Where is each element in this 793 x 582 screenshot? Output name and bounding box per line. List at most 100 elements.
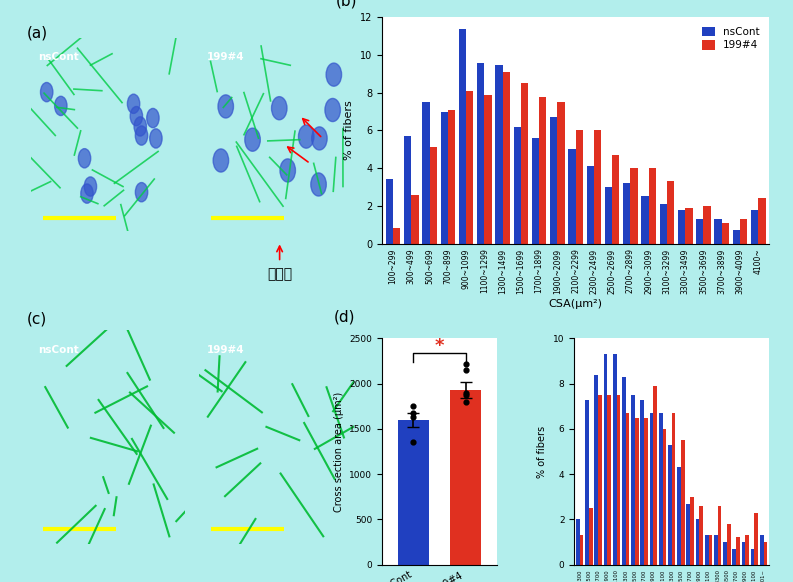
Bar — [751, 210, 758, 243]
Bar — [423, 102, 430, 243]
Bar — [641, 399, 644, 565]
Bar — [718, 506, 722, 565]
Bar — [514, 127, 521, 243]
Bar — [722, 223, 729, 243]
Bar — [450, 390, 481, 565]
Bar — [741, 542, 745, 565]
Point — [407, 438, 419, 447]
Text: *: * — [435, 337, 444, 355]
Point — [459, 391, 472, 400]
Bar — [699, 506, 703, 565]
Bar — [532, 138, 539, 243]
Bar — [607, 395, 611, 565]
Bar — [649, 413, 653, 565]
Bar — [708, 535, 712, 565]
Text: (c): (c) — [27, 312, 48, 327]
Text: (d): (d) — [334, 310, 355, 325]
Bar — [659, 413, 662, 565]
Bar — [503, 72, 510, 243]
Bar — [557, 102, 565, 243]
Bar — [595, 375, 598, 565]
Legend: nsCont, 199#4: nsCont, 199#4 — [698, 23, 764, 55]
Bar — [576, 519, 580, 565]
Bar — [521, 83, 528, 243]
Bar — [393, 229, 400, 243]
Bar — [754, 513, 758, 565]
Bar — [705, 535, 708, 565]
Bar — [613, 354, 616, 565]
Point — [459, 397, 472, 406]
Bar — [667, 182, 674, 243]
Bar — [672, 413, 676, 565]
Bar — [678, 210, 685, 243]
Bar — [635, 418, 638, 565]
Bar — [623, 183, 630, 243]
Bar — [594, 130, 601, 243]
Bar — [764, 542, 768, 565]
Bar — [660, 204, 667, 243]
Bar — [404, 136, 412, 243]
Text: 中心核: 中心核 — [267, 268, 292, 282]
Bar — [736, 537, 740, 565]
Bar — [585, 399, 589, 565]
Bar — [605, 187, 612, 243]
Bar — [723, 542, 727, 565]
Text: (a): (a) — [27, 25, 48, 40]
Bar — [612, 155, 619, 243]
Bar — [412, 194, 419, 243]
Bar — [580, 535, 584, 565]
Point — [459, 388, 472, 398]
Bar — [587, 166, 594, 243]
Point — [407, 408, 419, 417]
Bar — [496, 65, 503, 243]
Bar — [576, 130, 583, 243]
Bar — [760, 535, 764, 565]
Bar — [642, 197, 649, 243]
Bar — [430, 147, 437, 243]
Bar — [727, 524, 730, 565]
Bar — [690, 496, 694, 565]
Bar — [485, 95, 492, 243]
Bar — [589, 508, 592, 565]
X-axis label: CSA(μm²): CSA(μm²) — [549, 299, 603, 309]
Y-axis label: % of fibers: % of fibers — [538, 425, 547, 478]
Bar — [751, 549, 754, 565]
Bar — [398, 420, 429, 565]
Text: (b): (b) — [335, 0, 357, 8]
Bar — [714, 535, 718, 565]
Bar — [668, 445, 672, 565]
Bar — [653, 386, 657, 565]
Bar — [677, 467, 681, 565]
Point — [407, 413, 419, 422]
Bar — [649, 168, 656, 243]
Bar — [441, 112, 448, 243]
Bar — [745, 535, 749, 565]
Bar — [687, 503, 690, 565]
Bar — [622, 377, 626, 565]
Bar — [459, 29, 466, 243]
Bar — [466, 91, 473, 243]
Point — [459, 365, 472, 375]
Bar — [550, 118, 557, 243]
Bar — [695, 519, 699, 565]
Bar — [448, 110, 455, 243]
Bar — [758, 198, 765, 243]
Bar — [714, 219, 722, 243]
Bar — [616, 395, 620, 565]
Bar — [703, 206, 711, 243]
Point — [459, 359, 472, 368]
Y-axis label: % of fibers: % of fibers — [344, 101, 354, 161]
Bar — [685, 208, 692, 243]
Bar — [733, 549, 736, 565]
Bar — [662, 429, 666, 565]
Bar — [477, 63, 485, 243]
Bar — [740, 219, 747, 243]
Bar — [644, 418, 648, 565]
Bar — [733, 230, 740, 243]
Y-axis label: Cross section area (μm²): Cross section area (μm²) — [334, 391, 344, 512]
Bar — [631, 395, 635, 565]
Bar — [626, 413, 630, 565]
Point — [407, 402, 419, 411]
Bar — [539, 97, 546, 243]
Bar — [630, 168, 638, 243]
